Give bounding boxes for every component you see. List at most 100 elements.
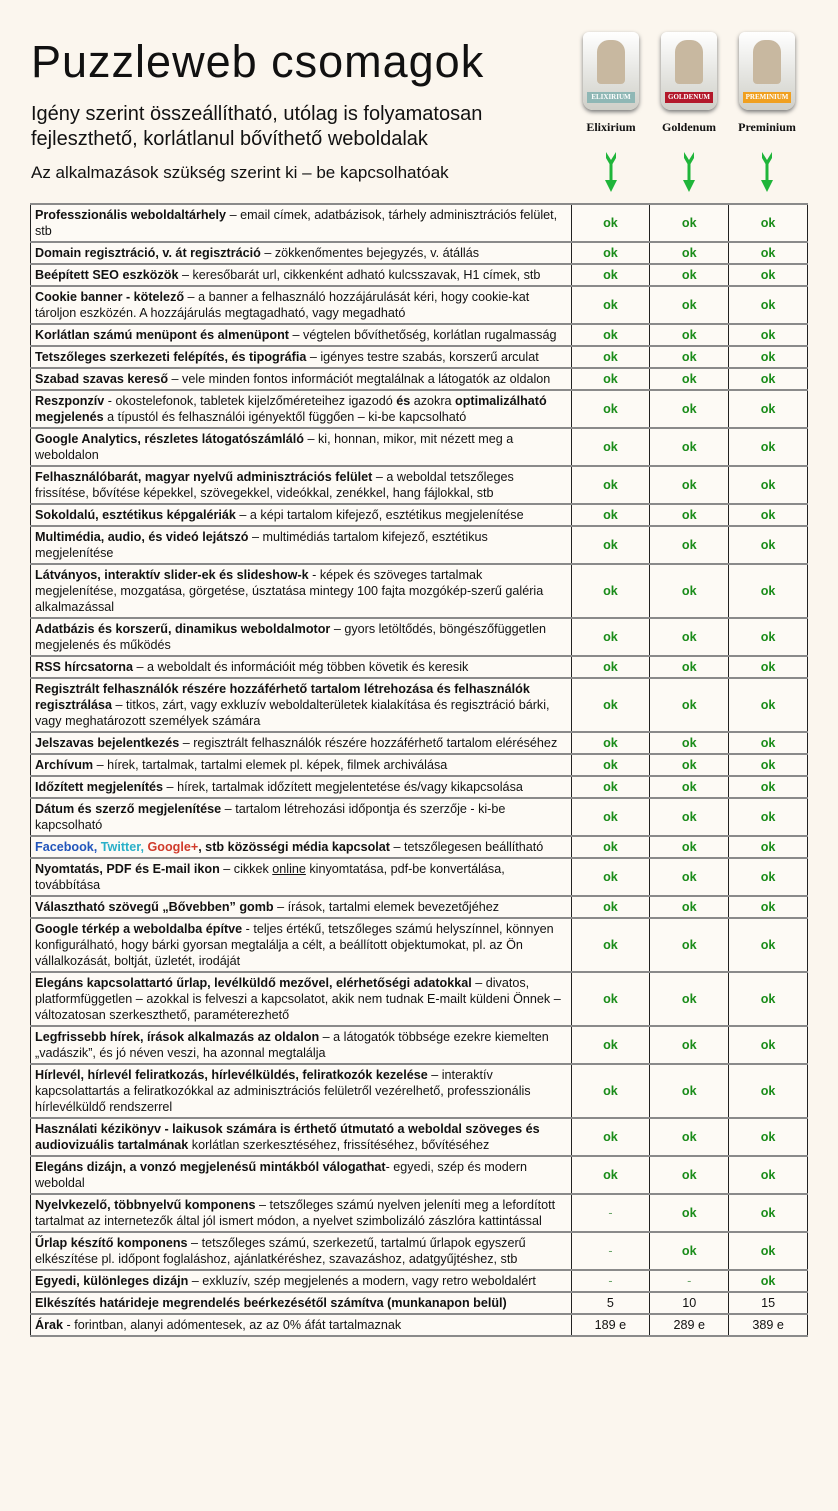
goldenum-value: ok <box>649 1155 730 1195</box>
elixirium-value: ok <box>570 857 651 897</box>
feature-text: Sokoldalú, esztétikus képgalériák <box>35 508 236 522</box>
feature-text: Látványos, interaktív slider-ek és slide… <box>35 568 309 582</box>
subtitle-line-1: Igény szerint összeállítható, utólag is … <box>31 103 483 125</box>
feature-text: – ki, honnan, mikor, mit nézett meg a we… <box>35 432 514 462</box>
preminium-value: ok <box>728 1025 808 1065</box>
feature-description: Archívum – hírek, tartalmak, tartalmi el… <box>30 753 572 777</box>
feature-text: Szabad szavas kereső <box>35 372 169 386</box>
goldenum-value: ok <box>649 917 730 973</box>
online-link[interactable]: online <box>272 862 306 876</box>
feature-text: Adatbázis és korszerű, dinamikus webolda… <box>35 622 331 636</box>
preminium-value: 389 e <box>728 1313 808 1337</box>
feature-text: – interaktív kapcsolattartás a feliratko… <box>35 1068 531 1114</box>
feature-text: korlátlan szerkesztéséhez, frissítéséhez… <box>188 1138 490 1152</box>
preminium-value: ok <box>728 427 808 467</box>
feature-text: Twitter <box>100 840 141 854</box>
feature-text: – a weboldalt és információit még többen… <box>132 660 469 674</box>
feature-text: Dátum és szerző megjelenítése <box>35 802 222 816</box>
feature-text: Elegáns kapcsolattartó űrlap, levélküldő… <box>35 976 472 990</box>
elixirium-value: ok <box>570 1063 651 1119</box>
elixirium-value: - <box>570 1231 651 1271</box>
feature-description: RSS hírcsatorna – a weboldalt és informá… <box>30 655 572 679</box>
feature-description: Cookie banner - kötelező – a banner a fe… <box>30 285 572 325</box>
feature-text: – tetszőleges számú, szerkezetű, tartalm… <box>35 1236 526 1266</box>
table-row: Cookie banner - kötelező – a banner a fe… <box>30 285 808 325</box>
goldenum-value: ok <box>649 835 730 859</box>
feature-description: Google Analytics, részletes látogatószám… <box>30 427 572 467</box>
feature-text: Multimédia, audio, és videó lejátszó <box>35 530 249 544</box>
elixirium-value: ok <box>570 367 651 391</box>
preminium-value: ok <box>728 1193 808 1233</box>
feature-description: Google térkép a weboldalba építve - telj… <box>30 917 572 973</box>
table-row: Multimédia, audio, és videó lejátszó – m… <box>30 525 808 565</box>
feature-text: – tartalom létrehozási időpontja és szer… <box>35 802 506 832</box>
elixirium-value: ok <box>570 1117 651 1157</box>
elixirium-value: ok <box>570 525 651 565</box>
feature-text: Domain regisztráció, v. át regisztráció <box>35 246 261 260</box>
table-row: Archívum – hírek, tartalmak, tartalmi el… <box>30 753 808 777</box>
preminium-value: ok <box>728 677 808 733</box>
feature-text: Időzített megjelenítés <box>35 780 164 794</box>
table-row: Korlátlan számú menüpont és almenüpont –… <box>30 323 808 347</box>
goldenum-value: ok <box>649 895 730 919</box>
feature-text: a típustól és felhasználói igényektől fü… <box>103 410 467 424</box>
package-name: Preminium <box>738 120 796 134</box>
feature-text: Google+ <box>147 840 199 854</box>
table-row: Használati kézikönyv - laikusok számára … <box>30 1117 808 1157</box>
package-name: Elixirium <box>586 120 636 134</box>
feature-description: Egyedi, különleges dizájn – exkluzív, sz… <box>30 1269 572 1293</box>
preminium-value: ok <box>728 263 808 287</box>
goldenum-value: ok <box>649 263 730 287</box>
goldenum-value: ok <box>649 1231 730 1271</box>
elixirium-value: ok <box>570 775 651 799</box>
feature-description: Legfrissebb hírek, írások alkalmazás az … <box>30 1025 572 1065</box>
table-row: Google Analytics, részletes látogatószám… <box>30 427 808 467</box>
elixirium-value: ok <box>570 503 651 527</box>
feature-text: Tetszőleges szerkezeti felépítés, és tip… <box>35 350 307 364</box>
elixirium-value: ok <box>570 971 651 1027</box>
elixirium-value: ok <box>570 465 651 505</box>
table-row: Google térkép a weboldalba építve - telj… <box>30 917 808 973</box>
feature-text: - egyedi, szép és modern weboldal <box>35 1160 528 1190</box>
preminium-value: ok <box>728 1155 808 1195</box>
table-row: Tetszőleges szerkezeti felépítés, és tip… <box>30 345 808 369</box>
elixirium-value: ok <box>570 427 651 467</box>
preminium-value: ok <box>728 895 808 919</box>
package-elixirium: ELIXIRIUM Elixirium <box>578 32 644 135</box>
feature-text: optimalizálható megjelenés <box>35 394 547 424</box>
feature-text: – írások, tartalmi elemek bevezetőjéhez <box>273 900 500 914</box>
feature-text: Egyedi, különleges dizájn <box>35 1274 189 1288</box>
feature-text: , stb közösségi média kapcsolat <box>198 840 390 854</box>
feature-description: Domain regisztráció, v. át regisztráció … <box>30 241 572 265</box>
feature-description: Használati kézikönyv - laikusok számára … <box>30 1117 572 1157</box>
goldenum-value: - <box>649 1269 730 1293</box>
feature-text: Reszponzív <box>35 394 105 408</box>
table-row: Árak - forintban, alanyi adómentesek, az… <box>30 1313 808 1337</box>
feature-text: – divatos, platformfüggetlen – azokkal i… <box>35 976 561 1022</box>
feature-description: Hírlevél, hírlevél feliratkozás, hírlevé… <box>30 1063 572 1119</box>
elixirium-value: 5 <box>570 1291 651 1315</box>
goldenum-value: ok <box>649 797 730 837</box>
elixirium-value: ok <box>570 241 651 265</box>
preminium-value: ok <box>728 753 808 777</box>
page-title: Puzzleweb csomagok <box>31 36 485 87</box>
package-name: Goldenum <box>661 120 716 134</box>
goldenum-value: ok <box>649 1117 730 1157</box>
feature-text: Facebook <box>35 840 94 854</box>
feature-text: Korlátlan számú menüpont és almenüpont <box>35 328 290 342</box>
elixirium-value: ok <box>570 203 651 243</box>
package-goldenum: GOLDENUM Goldenum <box>656 32 722 135</box>
table-row: Sokoldalú, esztétikus képgalériák – a ké… <box>30 503 808 527</box>
package-band: ELIXIRIUM <box>587 92 635 103</box>
goldenum-value: ok <box>649 525 730 565</box>
feature-text: – tetszőlegesen beállítható <box>389 840 544 854</box>
feature-description: Multimédia, audio, és videó lejátszó – m… <box>30 525 572 565</box>
feature-text: – titkos, zárt, vagy exkluzív weboldalte… <box>35 698 550 728</box>
elixirium-value: - <box>570 1269 651 1293</box>
preminium-value: ok <box>728 367 808 391</box>
elixirium-value: ok <box>570 797 651 837</box>
goldenum-value: ok <box>649 285 730 325</box>
feature-description: Elkészítés határideje megrendelés beérke… <box>30 1291 572 1315</box>
goldenum-value: ok <box>649 731 730 755</box>
preminium-value: ok <box>728 1063 808 1119</box>
